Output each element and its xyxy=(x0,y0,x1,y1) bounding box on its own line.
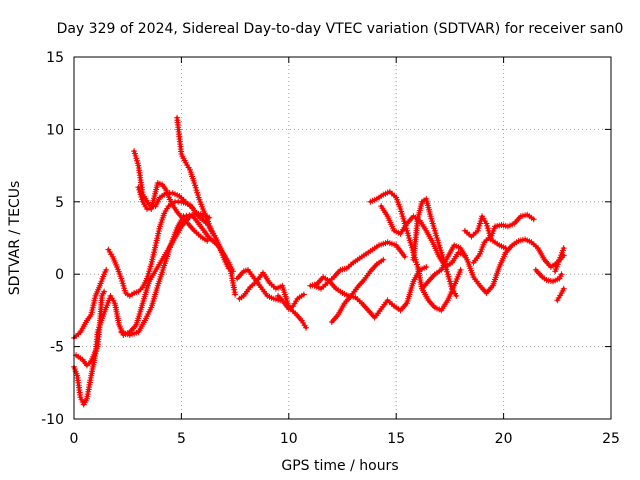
grid-lines xyxy=(74,57,611,419)
series-markers xyxy=(461,211,537,241)
series-track-20 xyxy=(470,235,509,266)
x-tick-label: 5 xyxy=(177,431,186,447)
series-line xyxy=(379,204,467,269)
series-track-17 xyxy=(410,195,460,299)
series-markers xyxy=(532,266,565,285)
x-tick-label: 0 xyxy=(70,431,79,447)
series-markers xyxy=(554,285,567,304)
series-track-18 xyxy=(419,236,567,296)
series-markers xyxy=(275,291,307,312)
series-markers xyxy=(71,266,110,341)
series-track-16 xyxy=(378,203,468,270)
series-markers xyxy=(131,148,196,211)
x-tick-label: 15 xyxy=(387,431,405,447)
chart-title: Day 329 of 2024, Sidereal Day-to-day VTE… xyxy=(57,21,624,37)
series-markers xyxy=(378,203,468,270)
series-markers xyxy=(307,264,430,321)
axes: 0 5 10 15 20 25 -10 -5 0 5 10 15 xyxy=(41,50,620,447)
y-tick-label: 15 xyxy=(46,50,64,66)
series-track-23 xyxy=(554,285,567,304)
y-axis-label: SDTVAR / TECUs xyxy=(7,181,23,296)
series-track-6 xyxy=(131,148,196,211)
y-tick-label: -10 xyxy=(41,412,64,428)
series-markers xyxy=(135,180,211,244)
x-tick-label: 25 xyxy=(602,431,620,447)
x-tick-label: 10 xyxy=(280,431,298,447)
series-track-8 xyxy=(174,114,232,272)
series-track-7 xyxy=(135,180,211,244)
series-markers xyxy=(470,235,509,266)
y-tick-label: 0 xyxy=(55,267,64,283)
series-track-13 xyxy=(328,256,387,325)
series-markers xyxy=(328,256,387,325)
x-axis-label: GPS time / hours xyxy=(281,458,398,474)
series-markers xyxy=(174,114,232,272)
x-tick-label: 20 xyxy=(495,431,513,447)
series-markers xyxy=(71,288,108,408)
y-tick-label: 5 xyxy=(55,195,64,211)
series-markers xyxy=(552,245,567,275)
series-track-2 xyxy=(71,288,108,408)
series-line xyxy=(237,271,308,330)
y-tick-label: -5 xyxy=(50,340,64,356)
series-markers xyxy=(419,236,567,296)
series-track-22 xyxy=(552,245,567,275)
series-markers xyxy=(410,195,460,299)
series-track-1 xyxy=(71,266,110,341)
series-track-21 xyxy=(532,266,565,285)
plot-frame xyxy=(73,56,612,420)
series-track-14 xyxy=(307,264,430,321)
data-series-group xyxy=(71,114,567,408)
series-track-19 xyxy=(461,211,537,241)
y-tick-label: 10 xyxy=(46,122,64,138)
series-track-11 xyxy=(275,291,307,312)
